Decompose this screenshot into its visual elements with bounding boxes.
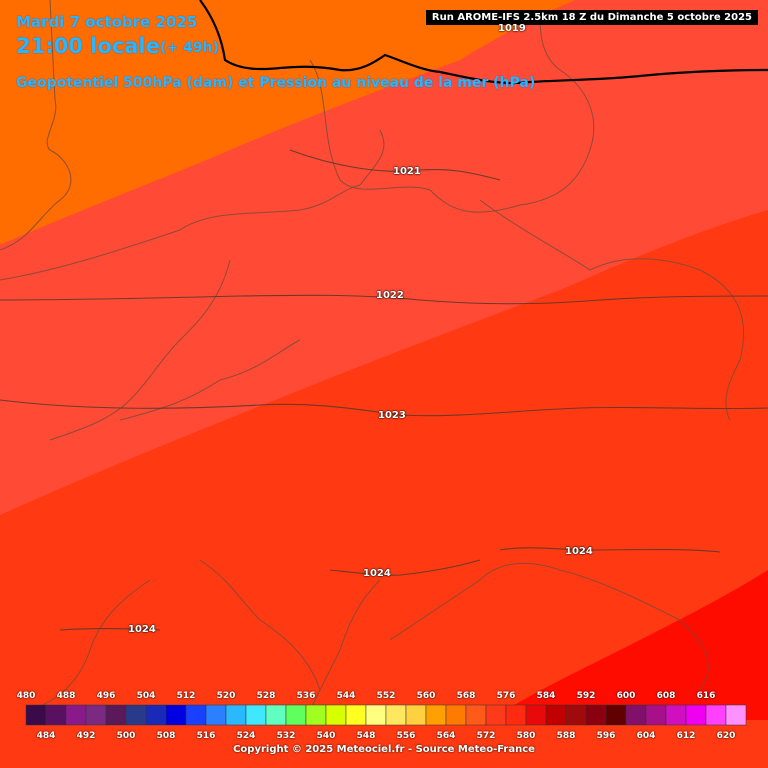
- color-swatch: [285, 704, 307, 726]
- map-description: Geopotentiel 500hPa (dam) et Pression au…: [16, 75, 536, 91]
- color-swatch: [265, 704, 287, 726]
- color-swatch: [445, 704, 467, 726]
- color-swatch: [525, 704, 547, 726]
- scale-label-top: 536: [296, 691, 316, 701]
- color-swatch: [205, 704, 227, 726]
- scale-label-top: 616: [696, 691, 716, 701]
- color-scale: [25, 704, 747, 726]
- scale-label-top: 512: [176, 691, 196, 701]
- run-info: Run AROME-IFS 2.5km 18 Z du Dimanche 5 o…: [425, 10, 758, 25]
- color-swatch: [485, 704, 507, 726]
- scale-label-bottom: 620: [716, 731, 736, 741]
- isobar-label: 1023: [378, 410, 406, 421]
- color-swatch: [605, 704, 627, 726]
- scale-label-bottom: 492: [76, 731, 96, 741]
- color-swatch: [725, 704, 747, 726]
- color-swatch: [245, 704, 267, 726]
- color-swatch: [505, 704, 527, 726]
- scale-label-top: 528: [256, 691, 276, 701]
- color-swatch: [665, 704, 687, 726]
- scale-label-bottom: 524: [236, 731, 256, 741]
- scale-label-top: 496: [96, 691, 116, 701]
- color-swatch: [705, 704, 727, 726]
- scale-label-bottom: 540: [316, 731, 336, 741]
- scale-label-bottom: 604: [636, 731, 656, 741]
- color-swatch: [145, 704, 167, 726]
- forecast-time: 21:00 locale: [16, 34, 160, 58]
- scale-label-bottom: 508: [156, 731, 176, 741]
- color-swatch: [345, 704, 367, 726]
- color-swatch: [365, 704, 387, 726]
- scale-label-bottom: 532: [276, 731, 296, 741]
- scale-label-bottom: 572: [476, 731, 496, 741]
- scale-label-bottom: 588: [556, 731, 576, 741]
- color-swatch: [105, 704, 127, 726]
- scale-label-top: 584: [536, 691, 556, 701]
- scale-label-bottom: 500: [116, 731, 136, 741]
- scale-label-top: 552: [376, 691, 396, 701]
- color-swatch: [225, 704, 247, 726]
- color-swatch: [685, 704, 707, 726]
- isobar-1023: [0, 399, 768, 417]
- isobar-label: 1021: [393, 166, 421, 177]
- color-swatch: [565, 704, 587, 726]
- isobar-1021: [289, 149, 501, 181]
- scale-label-bottom: 516: [196, 731, 216, 741]
- color-swatch: [405, 704, 427, 726]
- isobar-label: 1022: [376, 290, 404, 301]
- color-swatch: [425, 704, 447, 726]
- scale-label-bottom: 548: [356, 731, 376, 741]
- band-572: [0, 0, 575, 245]
- scale-label-bottom: 596: [596, 731, 616, 741]
- scale-label-bottom: 564: [436, 731, 456, 741]
- copyright: Copyright © 2025 Meteociel.fr - Source M…: [233, 744, 535, 755]
- color-swatch: [125, 704, 147, 726]
- color-swatch: [45, 704, 67, 726]
- scale-label-top: 544: [336, 691, 356, 701]
- scale-label-bottom: 580: [516, 731, 536, 741]
- color-swatch: [325, 704, 347, 726]
- scale-label-top: 488: [56, 691, 76, 701]
- color-swatch: [585, 704, 607, 726]
- scale-label-top: 608: [656, 691, 676, 701]
- scale-label-top: 520: [216, 691, 236, 701]
- coastlines: [0, 0, 745, 711]
- scale-label-bottom: 556: [396, 731, 416, 741]
- isobar-1022: [0, 294, 768, 305]
- isobar-1024b: [499, 547, 721, 553]
- color-swatch: [25, 704, 47, 726]
- color-swatch: [305, 704, 327, 726]
- band-584: [490, 570, 768, 720]
- scale-label-top: 576: [496, 691, 516, 701]
- isobars: [0, 149, 768, 631]
- color-swatch: [165, 704, 187, 726]
- scale-label-top: 480: [16, 691, 36, 701]
- scale-label-top: 504: [136, 691, 156, 701]
- color-swatch: [625, 704, 647, 726]
- color-swatch: [545, 704, 567, 726]
- color-swatch: [645, 704, 667, 726]
- forecast-lead: (+ 49h): [160, 40, 219, 56]
- border-line: [199, 0, 768, 85]
- forecast-date: Mardi 7 octobre 2025: [16, 13, 198, 31]
- color-swatch: [385, 704, 407, 726]
- isobar-label: 1024: [565, 546, 593, 557]
- scale-label-bottom: 612: [676, 731, 696, 741]
- scale-label-top: 592: [576, 691, 596, 701]
- scale-label-bottom: 484: [36, 731, 56, 741]
- isobar-label: 1024: [128, 624, 156, 635]
- isobar-label: 1024: [363, 568, 391, 579]
- scale-label-top: 600: [616, 691, 636, 701]
- isobar-label: 1019: [498, 23, 526, 34]
- scale-label-top: 568: [456, 691, 476, 701]
- scale-label-top: 560: [416, 691, 436, 701]
- color-swatch: [465, 704, 487, 726]
- color-swatch: [185, 704, 207, 726]
- color-swatch: [85, 704, 107, 726]
- color-swatch: [65, 704, 87, 726]
- isobar-1024c: [59, 627, 161, 631]
- isobar-1024a: [329, 559, 481, 576]
